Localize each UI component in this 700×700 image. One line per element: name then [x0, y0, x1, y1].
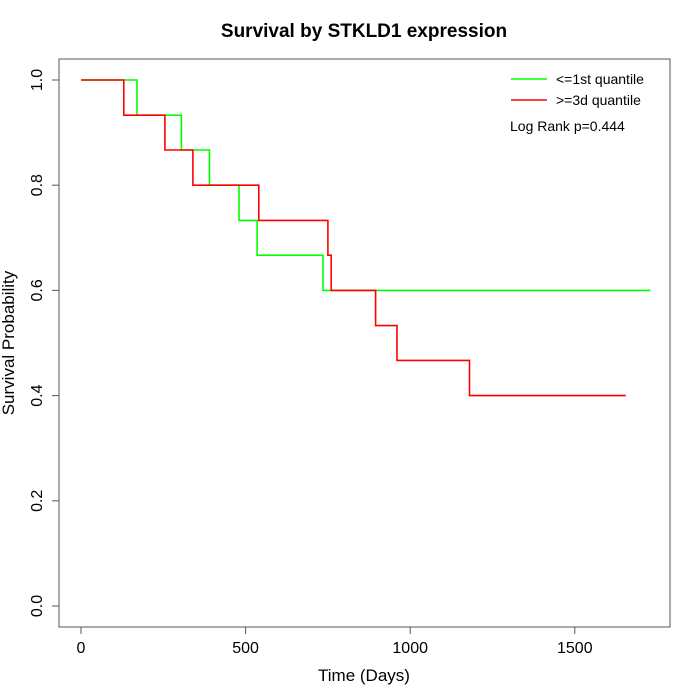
survival-curve-series-2: [81, 79, 626, 397]
survival-curve-series-1: [81, 79, 651, 292]
y-tick-label: 0.6: [29, 279, 46, 301]
legend-label-series-2: >=3d quantile: [556, 92, 641, 108]
y-axis: 0.0 0.2 0.4 0.6 0.8 1.0: [29, 69, 60, 617]
series-layer: [81, 79, 651, 397]
y-axis-title: Survival Probability: [0, 270, 18, 415]
x-tick-label: 1000: [392, 640, 428, 657]
y-tick-label: 0.4: [29, 384, 46, 406]
x-axis: 0 500 1000 1500: [77, 626, 593, 657]
legend: <=1st quantile >=3d quantile: [511, 71, 644, 108]
y-tick-label: 1.0: [29, 69, 46, 91]
plot-frame: [58, 58, 671, 628]
legend-label-series-1: <=1st quantile: [556, 71, 644, 87]
log-rank-annotation: Log Rank p=0.444: [510, 118, 625, 134]
y-tick-label: 0.0: [29, 595, 46, 617]
x-tick-label: 0: [77, 640, 86, 657]
x-tick-label: 500: [232, 640, 259, 657]
chart-title: Survival by STKLD1 expression: [221, 21, 507, 42]
y-tick-label: 0.8: [29, 174, 46, 196]
x-axis-title: Time (Days): [318, 666, 410, 685]
y-tick-label: 0.2: [29, 490, 46, 512]
x-tick-label: 1500: [557, 640, 593, 657]
